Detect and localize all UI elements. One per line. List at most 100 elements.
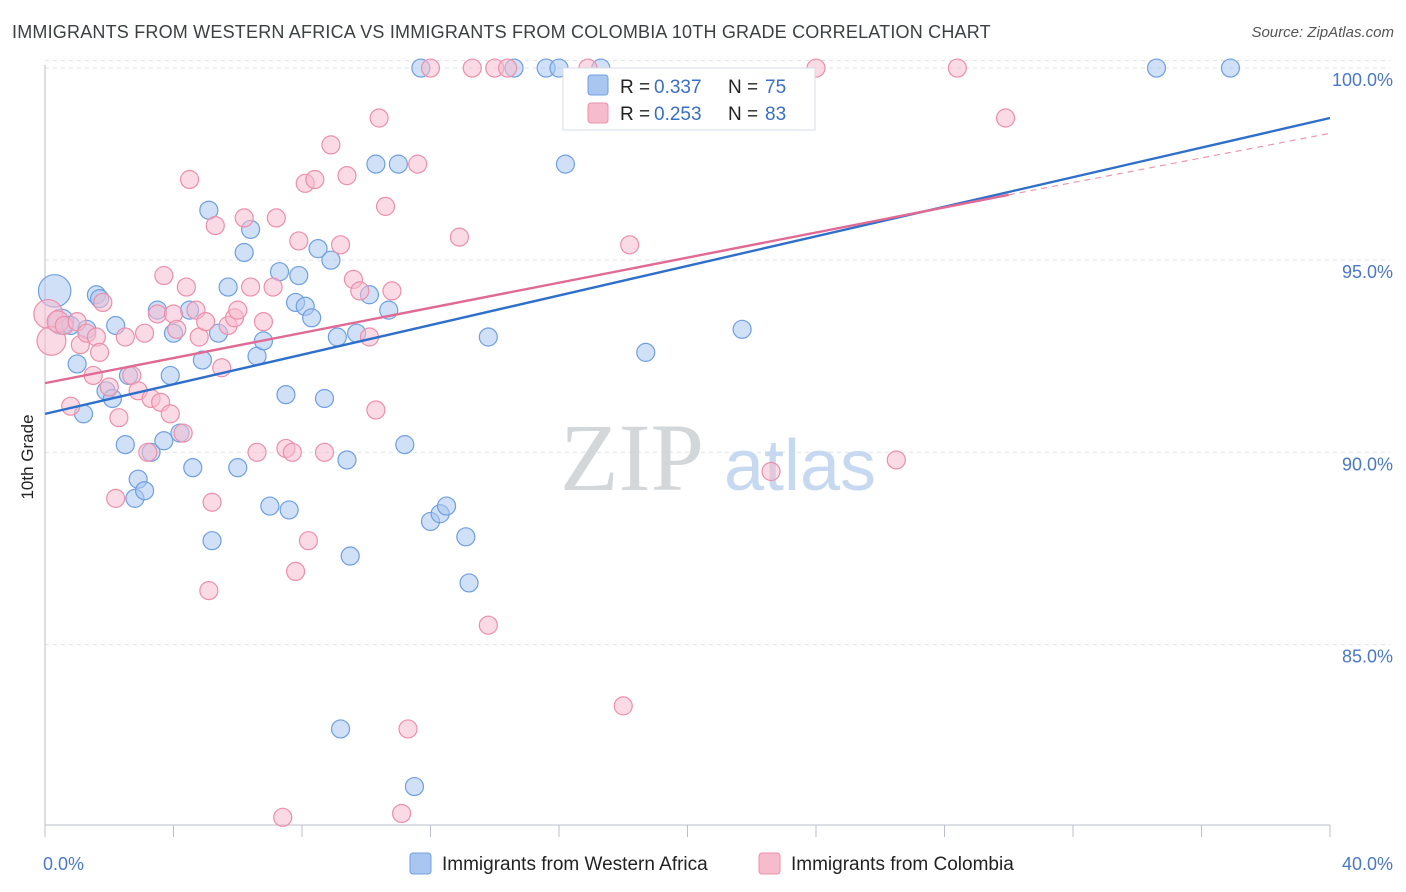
legend-n-value-pink: 83 (765, 104, 786, 125)
point-colombia (167, 319, 187, 339)
point-colombia (196, 312, 216, 332)
watermark-atlas: atlas (724, 426, 876, 506)
point-western-africa (67, 354, 87, 374)
point-colombia (138, 442, 158, 462)
point-western-africa (478, 327, 498, 347)
point-colombia (321, 135, 341, 155)
grid-lines (45, 59, 1390, 645)
legend-series-colombia: Immigrants from Colombia (791, 854, 1014, 875)
legend-swatch-blue (587, 74, 609, 96)
point-western-africa (279, 500, 299, 520)
point-colombia (90, 342, 110, 362)
legend-box: R = 0.337 N = 75 R = 0.253 N = 83 (562, 67, 816, 131)
legend-r-value-blue: 0.337 (654, 77, 702, 98)
point-colombia (109, 408, 129, 428)
point-colombia (253, 312, 274, 332)
point-western-africa (330, 719, 351, 739)
trend-lines (44, 116, 1331, 416)
point-colombia (995, 108, 1016, 128)
point-western-africa (260, 496, 280, 516)
point-western-africa (555, 154, 576, 174)
point-colombia (761, 461, 781, 482)
point-western-africa (314, 388, 335, 409)
point-colombia (382, 281, 402, 301)
point-colombia (330, 235, 351, 255)
point-colombia (285, 561, 306, 582)
point-colombia (613, 696, 633, 716)
point-colombia (205, 215, 225, 236)
point-colombia (462, 58, 482, 78)
point-colombia (375, 196, 396, 216)
axes (44, 65, 1331, 837)
point-colombia (282, 442, 302, 462)
y-tick-label: 95.0% (1342, 262, 1393, 282)
legend-n-value-blue: 75 (765, 77, 786, 98)
point-colombia (886, 450, 906, 470)
legend-r-value-pink: 0.253 (654, 104, 702, 125)
bottom-swatch-blue (409, 852, 432, 875)
chart-title: IMMIGRANTS FROM WESTERN AFRICA VS IMMIGR… (12, 22, 991, 42)
point-colombia (93, 292, 113, 313)
point-colombia (263, 277, 283, 297)
point-colombia (289, 231, 309, 251)
source-credit: Source: ZipAtlas.com (1251, 24, 1394, 41)
point-colombia (620, 235, 640, 255)
legend-r-label-pink: R = (620, 104, 650, 125)
bottom-swatch-pink (758, 852, 781, 875)
point-western-africa (234, 242, 254, 263)
point-western-africa (308, 239, 328, 259)
point-western-africa (1220, 58, 1241, 78)
x-tick-label: 0.0% (43, 854, 84, 874)
point-western-africa (321, 250, 341, 270)
point-western-africa (436, 496, 457, 516)
point-western-africa (636, 342, 656, 362)
y-tick-label: 90.0% (1342, 454, 1393, 474)
point-colombia (391, 803, 412, 824)
point-colombia (247, 442, 267, 462)
point-colombia (420, 58, 441, 78)
legend-swatch-pink (587, 102, 609, 124)
point-colombia (314, 442, 335, 462)
point-colombia (305, 169, 325, 190)
point-western-africa (1146, 58, 1167, 78)
point-western-africa (732, 319, 752, 339)
point-western-africa (276, 385, 296, 405)
point-colombia (106, 488, 126, 508)
point-western-africa (459, 573, 479, 593)
trend-line-colombia-dashed (1008, 132, 1331, 196)
point-western-africa (202, 531, 222, 551)
series-legend: Immigrants from Western Africa Immigrant… (409, 852, 1014, 875)
point-colombia (99, 377, 119, 397)
point-western-africa (327, 327, 347, 347)
point-western-africa (154, 431, 174, 451)
point-colombia (176, 277, 196, 297)
point-western-africa (395, 435, 415, 455)
point-colombia (398, 719, 418, 739)
point-western-africa (160, 365, 180, 386)
point-western-africa (192, 350, 213, 370)
point-colombia (154, 265, 174, 286)
point-western-africa (366, 154, 386, 174)
point-colombia (273, 807, 293, 827)
point-colombia (160, 404, 180, 424)
trend-line-colombia (44, 193, 1009, 385)
point-colombia (179, 169, 200, 190)
point-colombia (134, 323, 155, 343)
trend-line-western-africa (44, 116, 1331, 416)
point-western-africa (218, 277, 238, 297)
point-western-africa (134, 481, 155, 501)
point-colombia (298, 531, 319, 551)
point-colombia (199, 581, 219, 601)
point-colombia (498, 58, 518, 78)
point-western-africa (228, 458, 248, 478)
point-colombia (478, 615, 498, 635)
y-tick-label: 100.0% (1332, 70, 1393, 90)
point-western-africa (388, 154, 408, 174)
point-western-africa (337, 450, 357, 470)
point-western-africa (302, 308, 322, 328)
point-western-africa (115, 435, 135, 455)
point-colombia (115, 327, 135, 347)
watermark-zip: ZIP (560, 404, 704, 511)
legend-series-western-africa: Immigrants from Western Africa (442, 854, 708, 875)
